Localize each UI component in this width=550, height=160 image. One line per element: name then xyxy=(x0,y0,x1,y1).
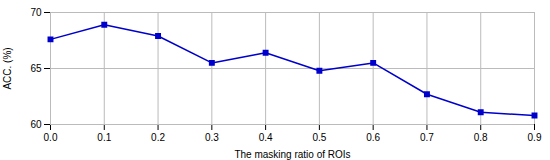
svg-text:0.2: 0.2 xyxy=(151,132,165,143)
svg-text:ACC. (%): ACC. (%) xyxy=(2,47,13,89)
svg-text:The masking ratio of ROIs: The masking ratio of ROIs xyxy=(234,149,350,160)
svg-text:0.5: 0.5 xyxy=(312,132,326,143)
svg-text:65: 65 xyxy=(30,63,42,74)
svg-text:0.8: 0.8 xyxy=(474,132,488,143)
svg-text:0.3: 0.3 xyxy=(205,132,219,143)
svg-text:0.4: 0.4 xyxy=(259,132,273,143)
svg-text:0.9: 0.9 xyxy=(528,132,542,143)
svg-text:60: 60 xyxy=(30,119,42,130)
svg-text:0.6: 0.6 xyxy=(366,132,380,143)
svg-text:0.7: 0.7 xyxy=(420,132,434,143)
svg-text:0.0: 0.0 xyxy=(44,132,58,143)
svg-text:0.1: 0.1 xyxy=(97,132,111,143)
svg-text:70: 70 xyxy=(30,7,42,18)
